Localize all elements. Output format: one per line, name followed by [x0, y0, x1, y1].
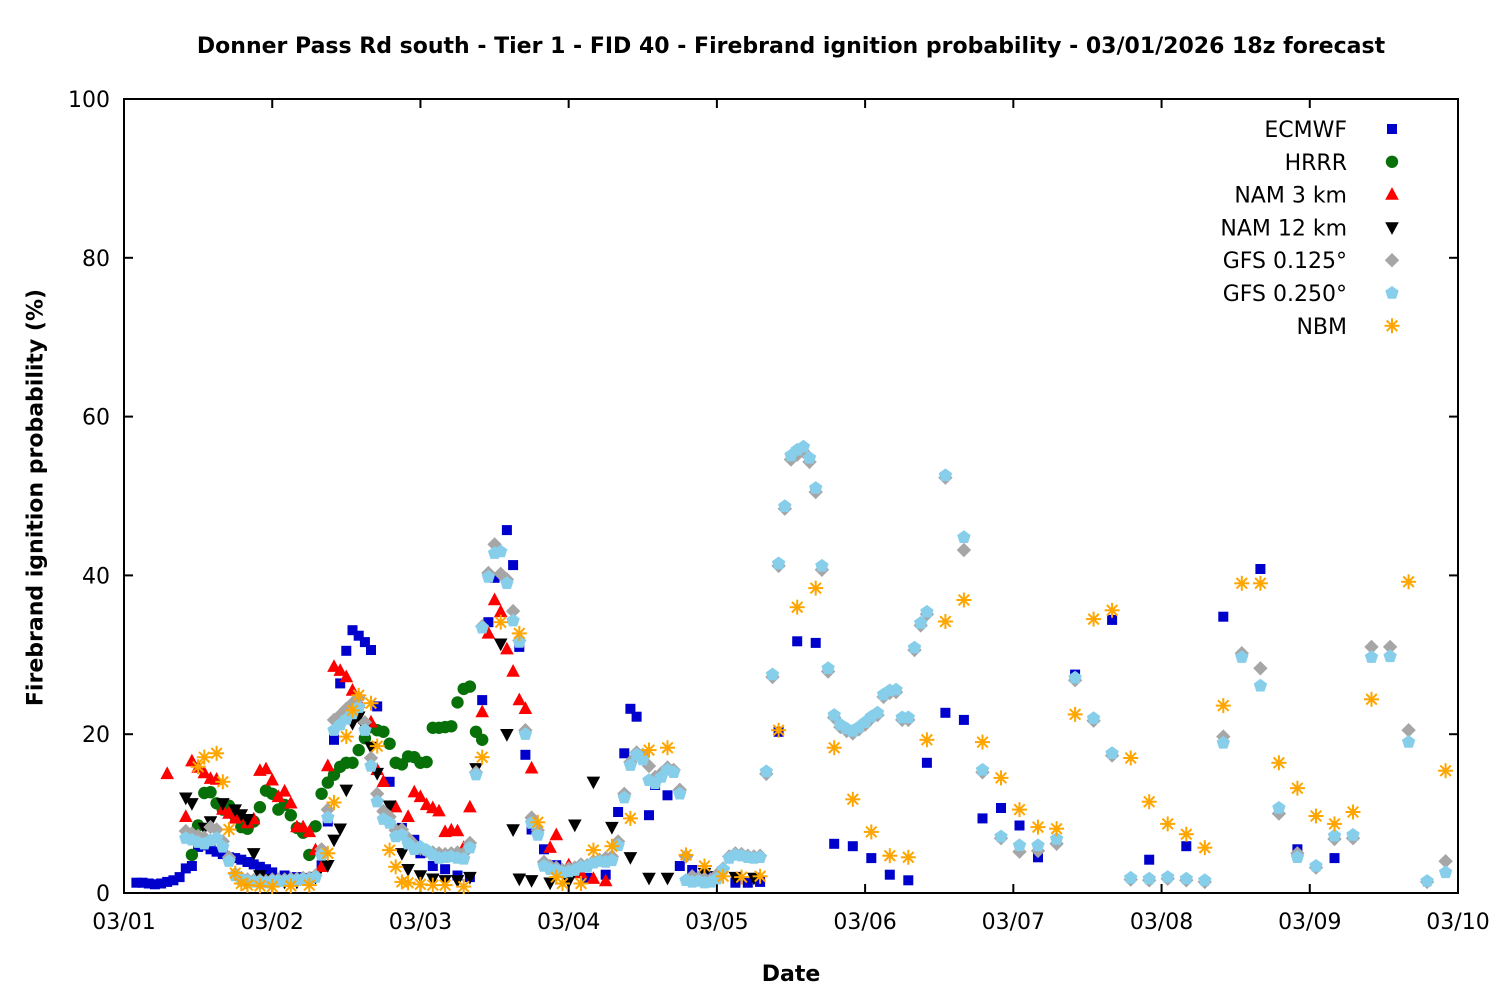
svg-text:40: 40 — [82, 564, 110, 589]
svg-text:03/02: 03/02 — [241, 910, 304, 935]
svg-text:HRRR: HRRR — [1285, 151, 1347, 176]
svg-text:80: 80 — [82, 247, 110, 272]
svg-text:0: 0 — [96, 882, 110, 907]
svg-text:ECMWF: ECMWF — [1264, 118, 1347, 143]
x-axis-title: Date — [761, 962, 821, 987]
svg-text:03/10: 03/10 — [1426, 910, 1489, 935]
svg-text:GFS 0.125°: GFS 0.125° — [1223, 249, 1347, 274]
svg-text:20: 20 — [82, 723, 110, 748]
svg-text:60: 60 — [82, 406, 110, 431]
svg-text:03/07: 03/07 — [982, 910, 1045, 935]
svg-text:03/01: 03/01 — [92, 910, 155, 935]
chart-title: Donner Pass Rd south - Tier 1 - FID 40 -… — [196, 34, 1386, 59]
svg-text:03/09: 03/09 — [1278, 910, 1341, 935]
svg-text:03/06: 03/06 — [833, 910, 896, 935]
svg-text:GFS 0.250°: GFS 0.250° — [1223, 282, 1347, 307]
svg-text:03/03: 03/03 — [389, 910, 452, 935]
svg-text:03/08: 03/08 — [1130, 910, 1193, 935]
svg-text:NAM 12 km: NAM 12 km — [1220, 216, 1347, 241]
svg-text:NBM: NBM — [1296, 315, 1347, 340]
svg-text:03/05: 03/05 — [685, 910, 748, 935]
svg-text:NAM 3 km: NAM 3 km — [1234, 184, 1347, 209]
y-axis-title: Firebrand ignition probability (%) — [23, 288, 49, 707]
svg-text:100: 100 — [68, 88, 110, 113]
svg-text:03/04: 03/04 — [537, 910, 600, 935]
